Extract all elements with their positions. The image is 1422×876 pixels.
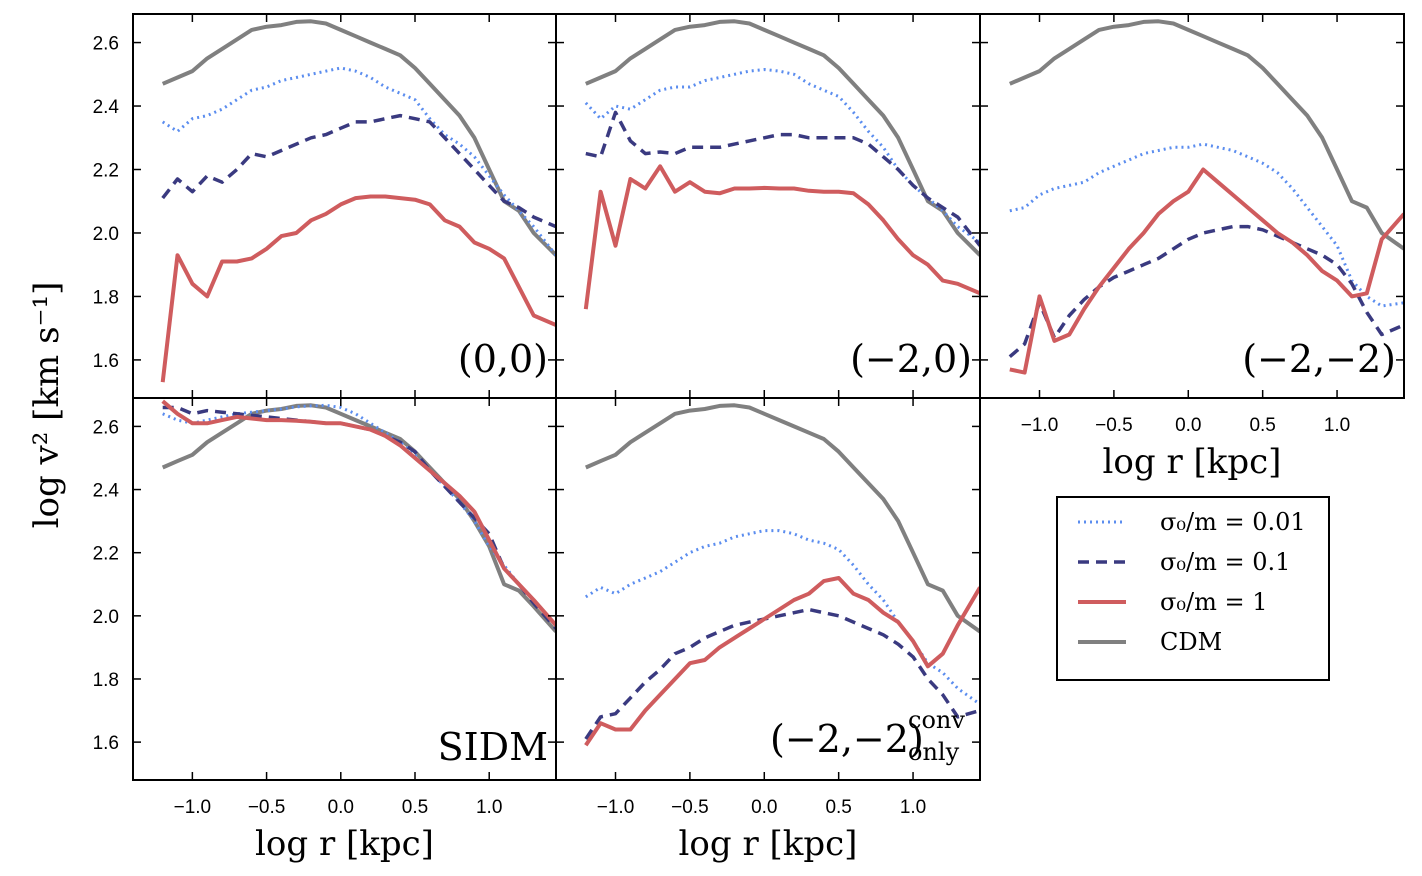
panel-5: −1.0 −0.5 0.0 0.5 1.0 log r [kpc] (−2,−2)conv o… [555,397,981,864]
x-tick-label: 0.0 [328,797,354,818]
legend-frame [1056,496,1330,681]
y-tick-label: 1.8 [93,287,119,308]
series-line-sigma-0-1 [584,607,980,740]
legend-entries: σ₀/m = 0.01 σ₀/m = 0.1 σ₀/m = 1 CDM [1078,508,1306,656]
x-axis-label: log r [kpc] [679,824,858,864]
series-line-sigma-1 [584,576,980,747]
x-tick-label: 1.0 [476,797,502,818]
series-line-sigma-0-01 [584,529,980,706]
y-tick-label: 1.6 [93,351,119,372]
x-tick-label: −1.0 [174,797,212,818]
legend: σ₀/m = 0.01 σ₀/m = 0.1 σ₀/m = 1 CDM [1056,496,1330,681]
panel-1: 1.6 1.8 2.0 2.2 2.4 2.6 (0,0) [93,13,557,399]
series-line-cdm [161,403,556,633]
y-tick-label: 1.6 [93,733,119,754]
series-line-sigma-0-01 [162,403,556,627]
y-tick-label: 2.6 [93,417,119,438]
panel-label: (−2,−2) [770,717,924,761]
panel-frame [555,397,981,781]
panel-2: (−2,0) [555,13,981,399]
series-line-sigma-0-1 [1008,224,1404,359]
y-tick-label: 2.2 [93,544,119,565]
x-tick-label: 0.0 [1175,415,1201,436]
legend-label: CDM [1160,628,1222,656]
panel-label-superscript: conv [908,706,965,734]
panel-frame [132,397,557,781]
panel-label: (−2,−2) [1242,337,1396,381]
series-line-sigma-0-01 [584,68,980,244]
x-axis-label: log r [kpc] [1103,442,1282,482]
series-line-sigma-1 [1009,167,1404,375]
panel-label-subscript: only [908,738,960,766]
y-tick-label: 2.4 [93,481,120,502]
series-line-sigma-0-1 [162,405,556,630]
series-line-cdm [161,19,556,257]
y-axis-label: log v² [km s⁻¹] [27,282,67,529]
y-tick-label: 2.6 [93,34,119,55]
panel-label: SIDM [438,725,548,769]
panels-layer: 1.6 1.8 2.0 2.2 2.4 2.6 (0,0) (−2,0) −1.0 −0.5 0.0… [93,13,1405,864]
x-tick-label: 0.0 [751,797,777,818]
y-tick-label: 2.2 [93,161,119,182]
series-line-sigma-0-1 [585,110,980,247]
x-tick-label: 0.5 [825,797,851,818]
x-tick-label: −0.5 [1095,415,1133,436]
y-tick-label: 2.0 [93,607,119,628]
panel-3: −1.0 −0.5 0.0 0.5 1.0 log r [kpc] (−2,−2) [979,13,1405,482]
x-tick-label: −0.5 [671,797,709,818]
y-tick-label: 2.0 [93,224,119,245]
x-axis-label: log r [kpc] [255,824,434,864]
x-tick-label: 1.0 [900,797,926,818]
x-tick-label: 1.0 [1324,415,1350,436]
x-tick-label: 0.5 [1249,415,1275,436]
x-tick-label: −0.5 [248,797,286,818]
series-line-cdm [1009,19,1404,251]
y-tick-label: 2.4 [93,97,120,118]
series-line-sigma-0-1 [161,113,556,229]
y-tick-label: 1.8 [93,670,119,691]
panel-label: (−2,0) [850,337,972,381]
x-tick-label: 0.5 [402,797,428,818]
legend-label: σ₀/m = 0.01 [1160,508,1306,536]
panel-4: 1.6 1.8 2.0 2.2 2.4 2.6 −1.0 −0.5 0.0 0.5 1.0 log r… [93,397,557,864]
series-line-cdm [585,19,980,257]
series-line-sigma-0-01 [161,66,556,257]
series-line-sigma-1 [583,164,980,310]
x-tick-label: −1.0 [1021,415,1059,436]
legend-label: σ₀/m = 1 [1160,588,1267,616]
series-line-sigma-1 [160,194,556,383]
series-line-sigma-1 [161,399,556,627]
series-line-cdm [585,403,980,634]
panel-label: (0,0) [458,337,548,381]
legend-label: σ₀/m = 0.1 [1160,548,1290,576]
x-tick-label: −1.0 [597,797,635,818]
series-line-sigma-0-01 [1009,142,1404,308]
panel-frame [979,13,1405,399]
